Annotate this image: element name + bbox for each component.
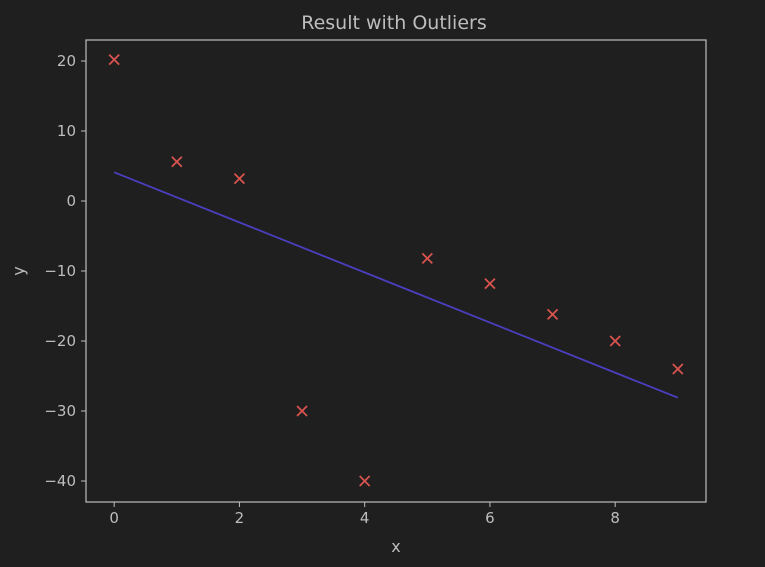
x-tick-label: 4: [360, 509, 370, 527]
data-point: [359, 475, 371, 487]
x-tick-label: 2: [235, 509, 245, 527]
data-point: [108, 53, 120, 66]
data-point: [546, 308, 559, 321]
y-tick-label: −40: [44, 472, 76, 490]
plot-area: 0 2 4 6 8 20 10 0 −10 −20 −30 −40: [44, 39, 707, 527]
y-tick-label: 0: [66, 192, 76, 210]
x-tick-label: 0: [109, 509, 119, 527]
data-point: [421, 252, 433, 265]
data-point: [484, 277, 496, 290]
y-tick-label: −10: [44, 262, 76, 280]
data-point: [609, 335, 621, 347]
y-tick-label: −20: [44, 332, 76, 350]
x-axis-label: x: [391, 537, 400, 556]
regression-line: [113, 171, 679, 399]
x-tick-label: 6: [485, 509, 495, 527]
data-point: [672, 363, 684, 375]
y-tick-label: 20: [57, 52, 76, 70]
plot-frame: [85, 39, 707, 503]
y-axis-label: y: [9, 266, 28, 275]
x-tick-label: 8: [610, 509, 620, 527]
y-tick-label: −30: [44, 402, 76, 420]
data-point: [296, 405, 308, 417]
y-tick-label: 10: [57, 122, 76, 140]
data-point: [171, 156, 183, 168]
data-point: [233, 172, 246, 185]
chart-title: Result with Outliers: [301, 12, 487, 34]
